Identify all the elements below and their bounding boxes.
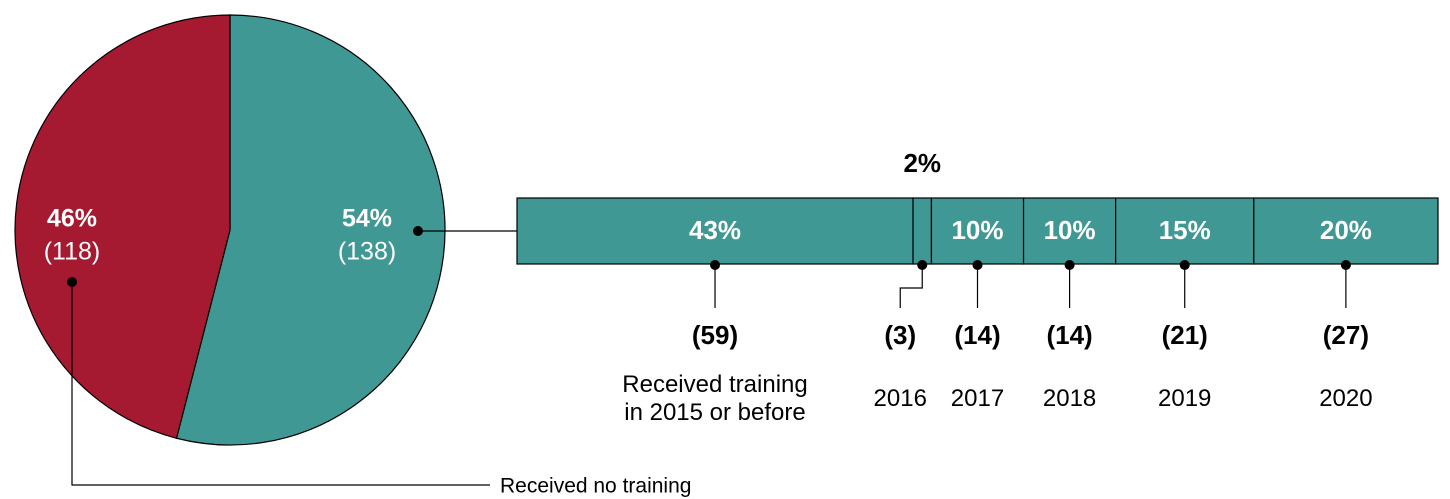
segment-category-label: 2020 [1319,385,1372,412]
pie-slice [14,14,231,439]
segment-category-label: 2018 [1043,385,1096,412]
pie-slice [175,14,446,446]
segment-value-label: 10% [1044,215,1096,245]
segment-count-label: (21) [1162,320,1208,350]
slice-count-label: (138) [338,238,396,266]
segment-value-label: 10% [951,215,1003,245]
leader-line [899,265,923,308]
slice-count-label: (118) [44,238,101,266]
leader-dot [972,260,983,270]
slice-value-label: 54% [342,205,392,233]
bar-segment [912,197,933,265]
segment-value-label: 20% [1320,215,1372,245]
bar-segment [1115,197,1255,265]
bar-segment [1253,197,1439,265]
leader-dot [1179,260,1190,270]
segment-count-label: (14) [1046,320,1092,350]
segment-value-label: 43% [689,215,741,245]
segment-value-label: 15% [1159,215,1211,245]
leader-dot [1340,260,1351,270]
leader-dot [1064,260,1075,270]
slice-value-label: 46% [47,205,97,233]
segment-category-label: 2016 [874,385,927,412]
leader-line [71,282,490,486]
leader-dot [917,260,928,270]
leader-dot [710,260,721,270]
leader-dot [413,226,423,236]
segment-count-label: (59) [692,320,738,350]
segment-count-label: (27) [1323,320,1369,350]
segment-count-label: (14) [954,320,1000,350]
segment-count-label: (3) [884,320,916,350]
bar-segment [1022,197,1117,265]
segment-value-label: 2% [903,148,941,178]
segment-category-label: 2019 [1158,385,1211,412]
leader-dot [67,277,77,287]
slice-category-label: Received no training [500,475,691,498]
segment-category-label: 2017 [951,385,1004,412]
segment-category-label: Received training in 2015 or before [622,371,807,426]
bar-segment [516,197,914,265]
bar-segment [930,197,1025,265]
